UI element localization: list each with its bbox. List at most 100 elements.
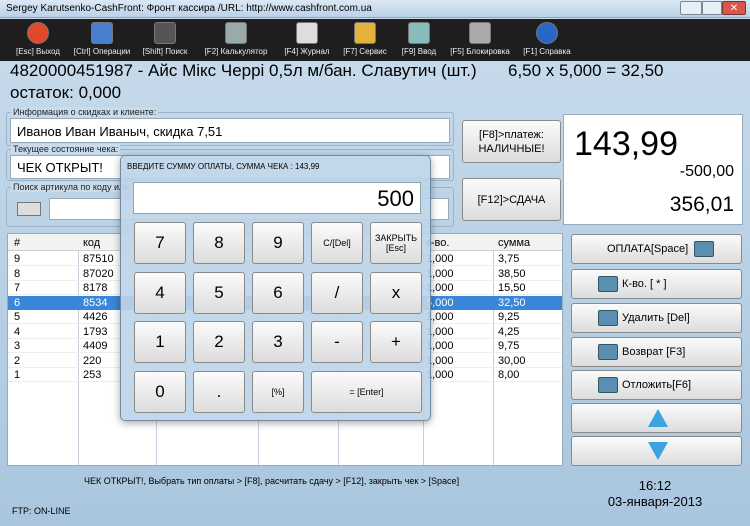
toolbar-icon <box>469 22 491 44</box>
keypad-key[interactable]: = [Enter] <box>311 370 422 413</box>
maximize-button[interactable] <box>702 1 722 15</box>
key-label: 5 <box>214 282 224 302</box>
key-label: 7 <box>155 233 165 252</box>
keypad-key[interactable]: [%] <box>252 370 304 413</box>
keypad-key[interactable]: 2 <box>193 321 245 363</box>
table-cell: 9 <box>14 253 21 265</box>
keypad-key[interactable]: 6 <box>252 271 304 314</box>
key-label: 9 <box>273 233 283 252</box>
key-label: . <box>216 381 222 401</box>
table-cell: 2 <box>14 354 21 367</box>
group-label: Информация о скидках и клиенте: <box>11 107 159 117</box>
keypad-key[interactable]: C/[Del] <box>311 222 363 264</box>
change-button[interactable]: [F12]>СДАЧА <box>462 178 561 221</box>
stock: остаток: 0,000 <box>10 83 122 102</box>
payment-button[interactable]: [F8]>платеж: НАЛИЧНЫЕ! <box>462 120 561 163</box>
key-label: 1 <box>155 332 165 351</box>
table-cell: 1,000 <box>426 340 454 352</box>
keypad-key[interactable]: 8 <box>193 222 245 264</box>
keypad-key[interactable]: x <box>370 271 422 314</box>
group-label: Текущее состояние чека: <box>11 144 121 154</box>
key-label: [%] <box>271 386 285 397</box>
toolbar-button[interactable]: [Ctrl] Операции <box>68 19 136 61</box>
close-button[interactable]: ✕ <box>722 1 746 15</box>
toolbar-label: [Esc] Выход <box>16 47 60 56</box>
keypad-key[interactable]: / <box>311 271 363 314</box>
column-header: сумма <box>498 237 531 249</box>
action-icon <box>598 344 618 360</box>
toolbar-icon <box>296 22 318 44</box>
key-label: 6 <box>273 282 283 302</box>
keypad-key[interactable]: 0 <box>134 370 186 413</box>
keyboard-icon[interactable] <box>17 202 41 216</box>
keypad-key[interactable]: 9 <box>252 222 304 264</box>
action-button[interactable]: К-во. [ * ] <box>571 269 742 299</box>
arrow-icon <box>648 442 668 460</box>
table-cell: 1,000 <box>426 267 454 280</box>
key-label: ЗАКРЫТЬ [Esc] <box>374 233 418 253</box>
toolbar-button[interactable]: [F2] Калькулятор <box>202 19 270 61</box>
toolbar: [Esc] Выход [Ctrl] Операции [Shift] Поиск [… <box>0 19 750 61</box>
table-cell: 8534 <box>83 296 108 309</box>
keypad-key[interactable]: 5 <box>193 271 245 314</box>
table-cell: 87510 <box>83 253 114 265</box>
action-label: Возврат [F3] <box>622 346 686 358</box>
toolbar-button[interactable]: [Shift] Поиск <box>131 19 199 61</box>
keypad-key[interactable]: 3 <box>252 321 304 363</box>
toolbar-button[interactable]: [F5] Блокировка <box>446 19 514 61</box>
toolbar-icon <box>154 22 176 44</box>
window-title: Sergey Karutsenko-CashFront: Фронт касси… <box>6 3 372 14</box>
table-cell: 30,00 <box>498 354 526 367</box>
minimize-button[interactable] <box>680 1 702 15</box>
table-cell: 38,50 <box>498 267 526 280</box>
keypad-key[interactable]: . <box>193 370 245 413</box>
key-label: + <box>391 332 401 351</box>
action-label: ОПЛАТА[Space] <box>607 243 689 255</box>
paid-amount: -500,00 <box>679 163 734 180</box>
table-cell: 8 <box>14 267 21 280</box>
scroll-up-button[interactable] <box>571 403 742 433</box>
action-button[interactable]: Удалить [Del] <box>571 303 742 333</box>
discount-field: Иванов Иван Иваныч, скидка 7,51 <box>10 118 450 143</box>
action-button[interactable]: Возврат [F3] <box>571 337 742 367</box>
table-cell: 4409 <box>83 340 108 352</box>
keypad-key[interactable]: ЗАКРЫТЬ [Esc] <box>370 222 422 264</box>
toolbar-button[interactable]: [F7] Сервис <box>331 19 399 61</box>
scroll-down-button[interactable] <box>571 436 742 466</box>
toolbar-icon <box>408 22 430 44</box>
column-header: к-во. <box>426 237 450 249</box>
table-cell: 1,000 <box>426 282 454 294</box>
change-amount: 356,01 <box>669 193 734 216</box>
table-cell: 4,25 <box>498 325 520 338</box>
action-button[interactable]: ОПЛАТА[Space] <box>571 234 742 264</box>
table-cell: 9,75 <box>498 340 520 352</box>
column-header: # <box>14 237 21 249</box>
table-cell: 1 <box>14 369 21 381</box>
keypad-key[interactable]: + <box>370 321 422 363</box>
key-label: 4 <box>155 282 165 302</box>
action-button[interactable]: Отложить[F6] <box>571 370 742 400</box>
toolbar-button[interactable]: [Esc] Выход <box>4 19 72 61</box>
toolbar-button[interactable]: [F4] Журнал <box>273 19 341 61</box>
keypad-key[interactable]: 4 <box>134 271 186 314</box>
table-cell: 8,00 <box>498 369 520 381</box>
product-line: 4820000451987 - Айс Мікс Черрі 0,5л м/ба… <box>10 61 477 80</box>
discount-value: Иванов Иван Иваныч, скидка 7,51 <box>17 124 223 139</box>
key-label: 3 <box>273 332 283 351</box>
keypad-key[interactable]: - <box>311 321 363 363</box>
keypad-key[interactable]: 7 <box>134 222 186 264</box>
table-cell: 32,50 <box>498 296 526 309</box>
table-cell: 1,000 <box>426 311 454 323</box>
toolbar-label: [F7] Сервис <box>343 47 387 56</box>
toolbar-button[interactable]: [F1] Справка <box>513 19 581 61</box>
action-icon <box>598 377 618 393</box>
title-bar: Sergey Karutsenko-CashFront: Фронт касси… <box>0 0 750 18</box>
key-label: / <box>334 282 340 302</box>
toolbar-button[interactable]: [F9] Ввод <box>385 19 453 61</box>
amount-input[interactable]: 500 <box>133 182 421 214</box>
keypad-key[interactable]: 1 <box>134 321 186 363</box>
clock-time: 16:12 <box>638 478 672 493</box>
product-calc: 6,50 x 5,000 = 32,50 <box>508 61 664 80</box>
